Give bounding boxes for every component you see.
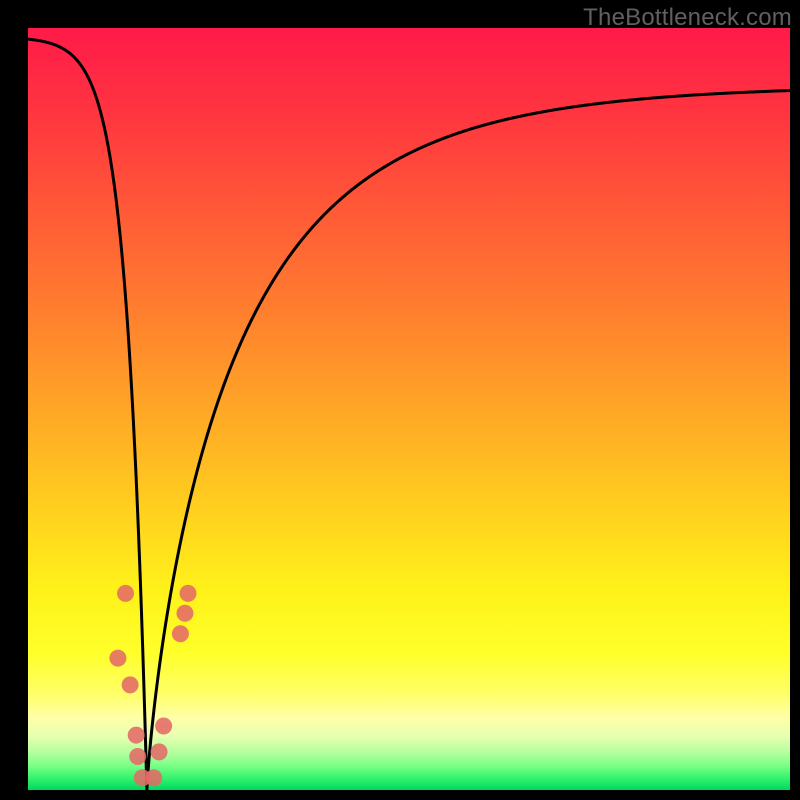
data-marker bbox=[151, 743, 168, 760]
data-marker bbox=[128, 727, 145, 744]
data-marker bbox=[117, 585, 134, 602]
data-marker bbox=[155, 717, 172, 734]
data-marker bbox=[145, 769, 162, 786]
chart-stage: TheBottleneck.com bbox=[0, 0, 800, 800]
data-marker bbox=[176, 605, 193, 622]
curve-layer bbox=[28, 28, 790, 790]
plot-area bbox=[28, 28, 790, 790]
data-marker bbox=[109, 650, 126, 667]
data-marker bbox=[180, 585, 197, 602]
data-marker bbox=[122, 676, 139, 693]
data-marker bbox=[129, 748, 146, 765]
data-marker bbox=[172, 625, 189, 642]
watermark-text: TheBottleneck.com bbox=[583, 4, 792, 32]
